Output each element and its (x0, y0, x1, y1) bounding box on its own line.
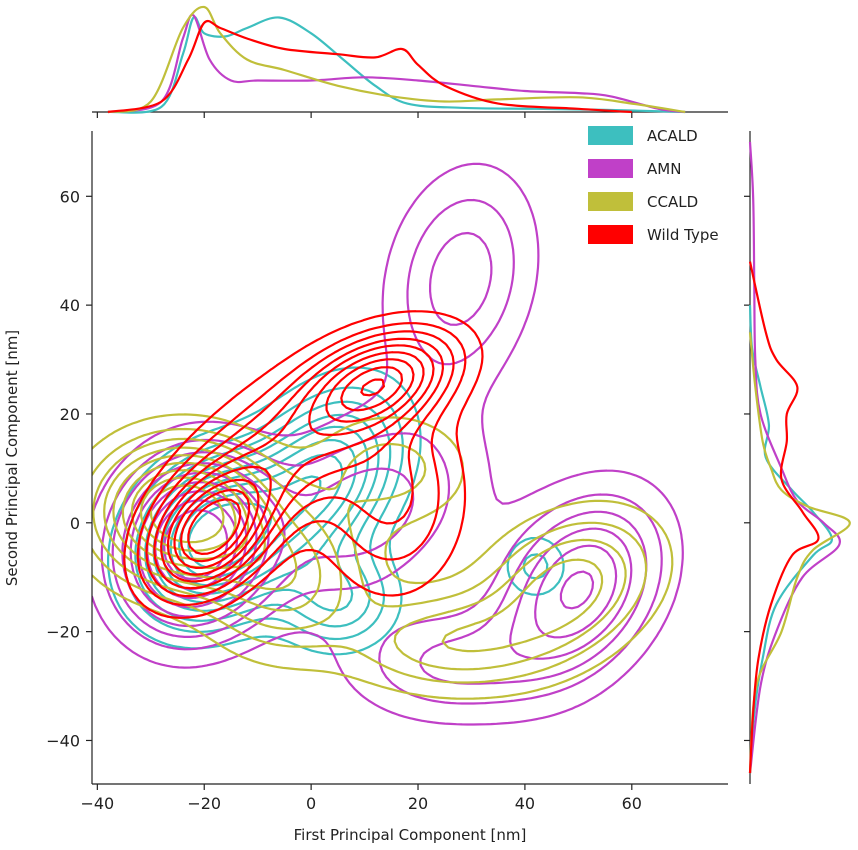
contour-series-2 (92, 413, 674, 700)
top-marginal-density (92, 5, 728, 114)
top-marginal-curve-3 (107, 19, 632, 114)
right-marginal-curve-1 (748, 141, 841, 774)
contour-line (103, 446, 604, 653)
legend-swatch (588, 225, 633, 244)
contour-line (112, 454, 298, 591)
legend-swatch (588, 159, 633, 178)
x-ticks: −40 −20 0 20 40 60 (80, 112, 642, 813)
y-tick-label: 0 (70, 514, 80, 533)
x-tick-label: 60 (622, 794, 642, 813)
contour-series-3 (123, 310, 484, 619)
legend-swatch (588, 192, 633, 211)
x-tick-label: 40 (515, 794, 535, 813)
right-marginal-curve-2 (748, 332, 851, 774)
x-tick-label: −20 (187, 794, 221, 813)
y-tick-label: 40 (60, 296, 80, 315)
x-axis-title: First Principal Component [nm] (294, 826, 527, 844)
y-tick-label: 20 (60, 405, 80, 424)
right-marginal-curve-3 (748, 261, 820, 774)
main-contour-plot: −40 −20 0 20 40 60 −40 −20 0 20 40 60 (46, 112, 750, 813)
right-marginal-curve-0 (748, 305, 834, 774)
right-marginal-density (748, 131, 851, 784)
top-marginal-curve-2 (107, 5, 686, 114)
y-tick-label: 60 (60, 187, 80, 206)
right-marginal-curves (748, 141, 851, 774)
x-tick-label: −40 (80, 794, 114, 813)
legend-label: ACALD (647, 127, 698, 145)
contour-layer (92, 162, 684, 726)
contour-line (92, 427, 648, 684)
contour-line (100, 198, 663, 705)
contour-line (123, 310, 484, 619)
legend-label: CCALD (647, 193, 698, 211)
legend-swatch (588, 126, 633, 145)
y-tick-label: −20 (46, 623, 80, 642)
y-tick-label: −40 (46, 731, 80, 750)
y-ticks: −40 −20 0 20 40 60 (46, 187, 750, 750)
top-marginal-curve-1 (107, 13, 686, 114)
contour-line (173, 358, 415, 569)
contour-line (136, 322, 467, 606)
contour-line (160, 344, 435, 583)
contour-line (92, 413, 674, 700)
contour-line (153, 337, 444, 590)
top-marginal-curve-0 (107, 15, 686, 114)
contour-line (145, 330, 455, 598)
contour-line (187, 378, 385, 555)
y-axis-title: Second Principal Component [nm] (3, 330, 21, 586)
legend-label: Wild Type (647, 226, 719, 244)
legend: ACALD AMN CCALD Wild Type (588, 126, 719, 244)
top-marginal-curves (107, 5, 686, 114)
legend-label: AMN (647, 160, 681, 178)
contour-line (180, 366, 404, 563)
x-tick-label: 20 (408, 794, 428, 813)
contour-line (166, 351, 425, 576)
x-tick-label: 0 (306, 794, 316, 813)
